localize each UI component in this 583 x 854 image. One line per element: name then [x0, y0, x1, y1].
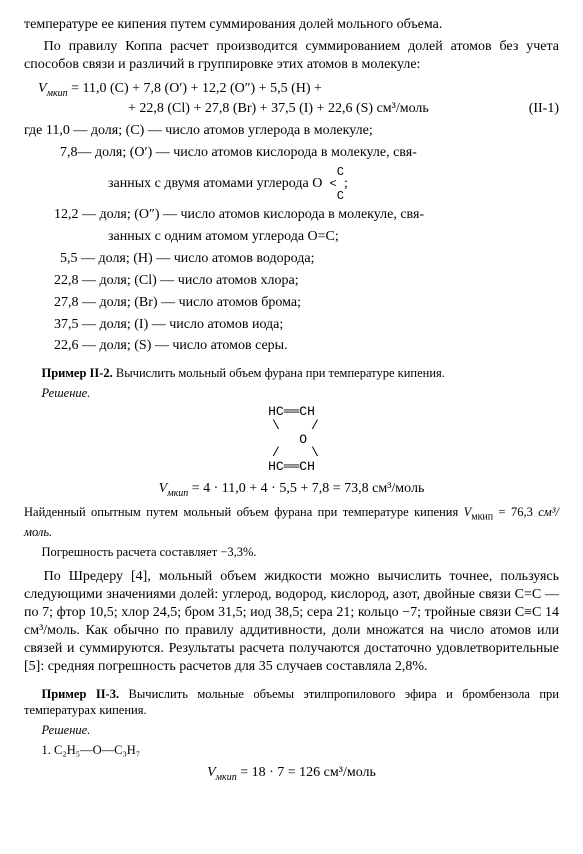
example-3-header: Пример II-3. Вычислить мольные объемы эт… [24, 686, 559, 718]
equation-ii-1: Vмкип = 11,0 (C) + 7,8 (O′) + 12,2 (O″) … [38, 80, 559, 119]
equation-ex3: Vмкип = 18 · 7 = 126 см³/моль [24, 764, 559, 785]
ex2-res1c: = 76,3 [493, 505, 538, 519]
eq2-units: см³/моль [372, 481, 424, 496]
equation-ex2: Vмкип = 4 · 11,0 + 4 · 5,5 + 7,8 = 73,8 … [24, 480, 559, 501]
ex2-bold: Пример II-2. [42, 366, 113, 380]
eq3-sub: мкип [216, 772, 237, 783]
shreder-paragraph: По Шредеру [4], мольный объем жидкости м… [24, 568, 559, 675]
def-55: 5,5 — доля; (H) — число атомов водорода; [24, 250, 559, 268]
ex2-result-line1: Найденный опытным путем мольный объем фу… [24, 504, 559, 540]
eq3-units: см³/моль [324, 765, 376, 780]
struct-oc: C < C [322, 166, 344, 202]
ex2-solution-label: Решение. [24, 385, 559, 401]
def-375: 37,5 — доля; (I) — число атомов иода; [24, 316, 559, 334]
eq3-v: V [207, 765, 216, 780]
ex2-res1-sub: мкип [471, 512, 493, 523]
intro-line-2: По правилу Коппа расчет производится сум… [24, 38, 559, 74]
ex2-res1a: Найденный опытным путем мольный объем фу… [24, 505, 464, 519]
definitions-block: где 11,0 — доля; (C) — число атомов угле… [24, 122, 559, 355]
eq1-body1: = 11,0 (C) + 7,8 (O′) + 12,2 (O″) + 5,5 … [68, 81, 322, 96]
def-78b-pre: занных с двумя атомами углерода O [108, 176, 322, 191]
eq1-units: см³/моль [377, 101, 429, 116]
eq3-body: = 18 · 7 = 126 [237, 765, 324, 780]
eq2-sub: мкип [167, 487, 188, 498]
def-226: 22,6 — доля; (S) — число атомов серы. [24, 337, 559, 355]
ex3-compound: 1. C₂H₅—O—C₃H₇ [24, 742, 559, 758]
eq1-sub: мкип [47, 88, 68, 99]
ex3-solution-label: Решение. [24, 722, 559, 738]
def-278: 27,8 — доля; (Br) — число атомов брома; [24, 294, 559, 312]
def-78a: 7,8— доля; (O′) — число атомов кислорода… [24, 144, 559, 162]
def-122a: 12,2 — доля; (O″) — число атомов кислоро… [24, 206, 559, 224]
def-78b-post: ; [344, 176, 348, 191]
eq2-body: = 4 · 11,0 + 4 · 5,5 + 7,8 = 73,8 [188, 481, 372, 496]
ex2-result-line2: Погрешность расчета составляет −3,3%. [24, 544, 559, 560]
eq1-label: (II-1) [529, 100, 559, 118]
ex3-bold: Пример II-3. [42, 687, 120, 701]
eq1-v: V [38, 81, 47, 96]
def-lead: где 11,0 — доля; (C) — число атомов угле… [24, 122, 559, 140]
ex2-rest: Вычислить мольный объем фурана при темпе… [113, 366, 445, 380]
def-228: 22,8 — доля; (Cl) — число атомов хлора; [24, 272, 559, 290]
example-2-header: Пример II-2. Вычислить мольный объем фур… [24, 365, 559, 381]
furan-structure: HC══CH \ / O / \ HC══CH [24, 405, 559, 473]
eq1-body2: + 22,8 (Cl) + 27,8 (Br) + 37,5 (I) + 22,… [128, 101, 377, 116]
eq2-v: V [159, 481, 168, 496]
intro-line-1: температуре ее кипения путем суммировани… [24, 16, 559, 34]
def-78b: занных с двумя атомами углерода O C < C; [24, 166, 559, 202]
def-122b: занных с одним атомом углерода O=C; [24, 228, 559, 246]
